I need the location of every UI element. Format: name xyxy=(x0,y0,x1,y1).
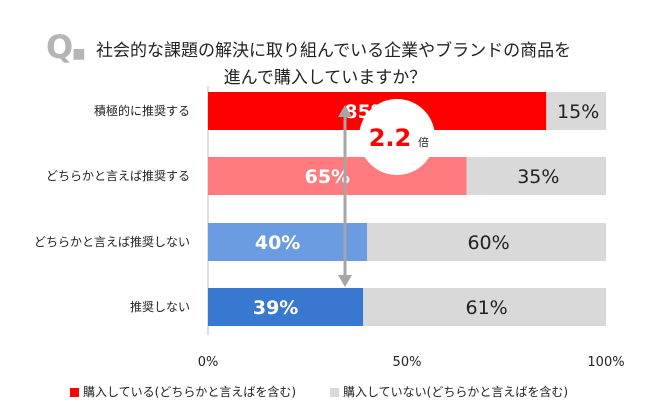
category-label: 推奨しない xyxy=(130,300,190,314)
data-label: 15% xyxy=(557,101,599,123)
ratio-callout-circle xyxy=(359,99,435,175)
data-label: 40% xyxy=(255,232,300,254)
legend-label-not-purchasing: 購入していない(どちらかと言えばを含む) xyxy=(343,385,569,399)
category-label: 積極的に推奨する xyxy=(94,103,190,118)
bar-not-purchasing xyxy=(466,157,606,195)
bar-not-purchasing xyxy=(363,288,606,326)
legend-swatch-red xyxy=(70,388,79,397)
bar-purchasing xyxy=(208,288,364,326)
ratio-unit: 倍 xyxy=(418,135,429,149)
category-label: どちらかと言えば推奨する xyxy=(46,169,190,183)
bar-not-purchasing xyxy=(546,92,606,130)
question-mark: Q■ xyxy=(46,28,85,66)
chart-title-line-2: 進んで購入していますか？ xyxy=(223,68,427,88)
data-label: 60% xyxy=(467,232,509,254)
data-label: 35% xyxy=(517,166,559,188)
data-label: 39% xyxy=(253,297,298,319)
x-tick-label: 0% xyxy=(198,355,219,370)
comparison-arrow-head-top xyxy=(338,105,352,117)
legend-item-purchasing: 購入している(どちらかと言えばを含む) xyxy=(70,383,296,400)
chart-title-line-1: 社会的な課題の解決に取り組んでいる企業やブランドの商品を xyxy=(96,41,572,61)
bar-purchasing xyxy=(208,223,368,261)
comparison-arrow-head-bottom xyxy=(338,275,352,287)
category-label: どちらかと言えば推奨しない xyxy=(34,235,190,249)
ratio-value: 2.2 xyxy=(369,124,412,152)
bar-not-purchasing xyxy=(367,223,606,261)
data-label: 65% xyxy=(305,166,350,188)
x-tick-label: 100% xyxy=(587,355,624,370)
x-tick-label: 50% xyxy=(393,355,422,370)
legend-label-purchasing: 購入している(どちらかと言えばを含む) xyxy=(83,385,297,399)
data-label: 61% xyxy=(465,297,507,319)
legend-swatch-gray xyxy=(330,388,339,397)
legend-item-not-purchasing: 購入していない(どちらかと言えばを含む) xyxy=(330,383,568,400)
